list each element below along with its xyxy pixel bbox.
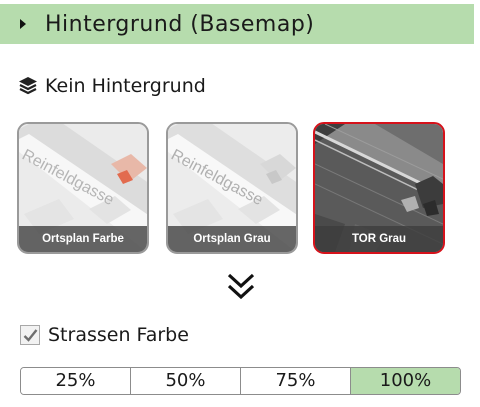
layer-label: Strassen Farbe [48,324,189,346]
basemap-thumb-ortsplan-grau[interactable]: Reinfeldgasse Ortsplan Grau [166,122,298,254]
basemap-thumb-tor-grau[interactable]: TOR Grau [313,122,445,254]
opacity-100-button[interactable]: 100% [351,368,460,394]
opacity-75-button[interactable]: 75% [241,368,351,394]
checkmark-icon [23,329,38,342]
no-background-option[interactable]: Kein Hintergrund [18,72,206,100]
layer-strassen-farbe[interactable]: Strassen Farbe [20,320,189,350]
opacity-25-button[interactable]: 25% [21,368,131,394]
basemap-section-header[interactable]: Hintergrund (Basemap) [0,4,474,44]
opacity-selector: 25% 50% 75% 100% [20,367,461,395]
basemap-label: Ortsplan Farbe [19,226,147,252]
basemap-label: TOR Grau [315,226,443,252]
section-title: Hintergrund (Basemap) [45,11,315,37]
layers-icon [19,77,37,95]
caret-right-icon [20,19,26,29]
chevron-double-down-icon[interactable] [225,272,257,302]
layer-checkbox[interactable] [20,325,40,345]
basemap-thumb-ortsplan-farbe[interactable]: Reinfeldgasse Ortsplan Farbe [17,122,149,254]
opacity-50-button[interactable]: 50% [131,368,241,394]
no-background-label: Kein Hintergrund [45,75,206,97]
basemap-label: Ortsplan Grau [168,226,296,252]
